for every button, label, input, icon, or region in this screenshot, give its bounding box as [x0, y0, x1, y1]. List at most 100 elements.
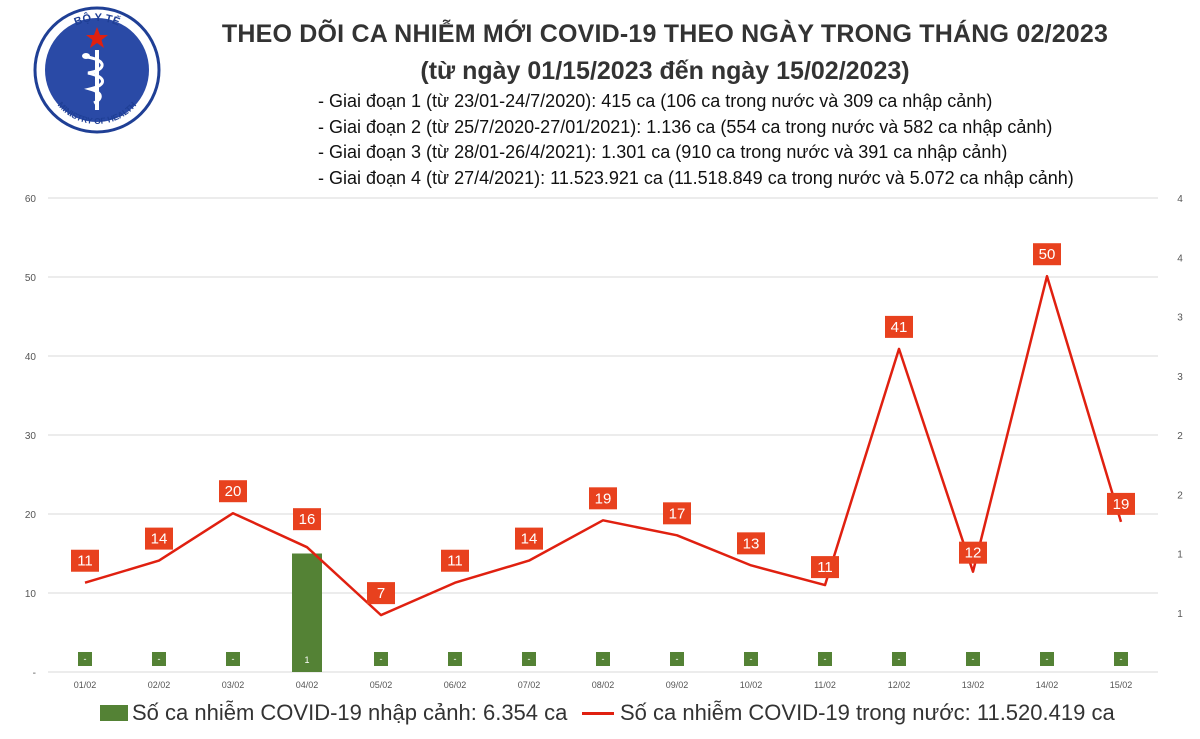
import-bar-marker: [78, 652, 92, 666]
x-tick-label: 07/02: [518, 680, 541, 690]
legend-import-label: Số ca nhiễm COVID-19 nhập cảnh: 6.354 ca: [132, 700, 568, 725]
legend-bar-swatch: [100, 705, 128, 721]
x-tick-label: 06/02: [444, 680, 467, 690]
data-label: 19: [595, 490, 612, 507]
import-bar-marker: [670, 652, 684, 666]
phase-item-4: - Giai đoạn 4 (từ 27/4/2021): 11.523.921…: [318, 167, 1074, 188]
legend-item-domestic: Số ca nhiễm COVID-19 trong nước: 11.520.…: [582, 700, 1115, 726]
data-label-box: [1107, 492, 1135, 515]
ministry-of-health-logo: BỘ Y TẾ MINISTRY OF HEALTH: [33, 6, 161, 134]
x-tick-label: 05/02: [370, 680, 393, 690]
data-label-box: [959, 541, 987, 564]
phase-summary-list: - Giai đoạn 1 (từ 23/01-24/7/2020): 415 …: [318, 89, 1074, 191]
y-right-tick-label: 4: [1177, 194, 1183, 205]
data-label-box: [1033, 243, 1061, 266]
import-bar-label: -: [602, 654, 605, 664]
y-left-tick-label: 10: [25, 589, 37, 600]
chart-title: THEO DÕI CA NHIỄM MỚI COVID-19 THEO NGÀY…: [221, 20, 1109, 48]
data-label-box: [293, 508, 321, 531]
y-left-tick-label: 60: [25, 194, 37, 205]
data-label: 13: [743, 535, 760, 552]
import-bar-marker: [522, 652, 536, 666]
import-bar-label: -: [528, 654, 531, 664]
domestic-cases-line: [84, 274, 1123, 617]
data-label: 17: [669, 505, 686, 522]
import-bar-marker: [966, 652, 980, 666]
import-bar-label: -: [898, 654, 901, 664]
y-right-tick-label: 4: [1177, 253, 1183, 264]
import-bar-label: -: [454, 654, 457, 664]
chart-subtitle: (từ ngày 01/15/2023 đến ngày 15/02/2023): [420, 57, 910, 85]
import-bar-label: -: [84, 654, 87, 664]
data-label: 50: [1039, 246, 1056, 263]
import-bar-label: -: [676, 654, 679, 664]
x-tick-label: 03/02: [222, 680, 245, 690]
import-bar-marker: [892, 652, 906, 666]
data-label: 19: [1113, 496, 1130, 513]
y-left-tick-label: 40: [25, 352, 37, 363]
import-bar-label: -: [1046, 654, 1049, 664]
y-right-tick-label: 1: [1177, 609, 1183, 620]
data-label: 11: [77, 553, 93, 570]
import-bar-label: -: [972, 654, 975, 664]
import-bar-label: -: [824, 654, 827, 664]
y-right-tick-label: 3: [1177, 313, 1183, 324]
data-label: 41: [891, 319, 908, 336]
import-bar-marker: [596, 652, 610, 666]
data-label-box: [885, 315, 913, 338]
import-bar: [292, 553, 322, 672]
import-bar-marker: [744, 652, 758, 666]
import-bar-label: -: [1120, 654, 1123, 664]
import-bar-marker: [226, 652, 240, 666]
data-label-box: [515, 527, 543, 550]
y-left-tick-label: -: [33, 668, 36, 679]
y-left-tick-label: 30: [25, 431, 37, 442]
y-right-tick-label: 3: [1177, 372, 1183, 383]
phase-item-2: - Giai đoạn 2 (từ 25/7/2020-27/01/2021):…: [318, 116, 1053, 137]
x-tick-label: 14/02: [1036, 680, 1059, 690]
legend-line-swatch: [582, 711, 614, 715]
data-label-box: [145, 527, 173, 550]
legend-item-import: Số ca nhiễm COVID-19 nhập cảnh: 6.354 ca: [100, 700, 567, 726]
x-tick-label: 11/02: [814, 680, 836, 690]
x-tick-label: 15/02: [1110, 680, 1133, 690]
import-bar-label: -: [380, 654, 383, 664]
x-tick-label: 12/02: [888, 680, 911, 690]
data-label: 20: [225, 483, 242, 500]
y-right-tick-label: 1: [1177, 550, 1183, 561]
phase-item-3: - Giai đoạn 3 (từ 28/01-26/4/2021): 1.30…: [318, 142, 1008, 162]
data-label: 16: [299, 511, 316, 528]
import-bar-marker: [374, 652, 388, 666]
data-label: 11: [817, 559, 833, 576]
svg-text:BỘ Y TẾ: BỘ Y TẾ: [73, 11, 122, 28]
legend-domestic-label: Số ca nhiễm COVID-19 trong nước: 11.520.…: [620, 700, 1115, 725]
x-tick-label: 02/02: [148, 680, 171, 690]
data-label: 14: [521, 531, 538, 548]
y-left-tick-label: 20: [25, 510, 37, 521]
data-label-box: [589, 487, 617, 510]
data-label-box: [219, 480, 247, 503]
import-bar-marker: [448, 652, 462, 666]
import-bar-label: 1: [304, 655, 309, 665]
data-label: 11: [447, 553, 463, 570]
import-bar-marker: [818, 652, 832, 666]
x-tick-label: 08/02: [592, 680, 615, 690]
y-left-tick-label: 50: [25, 273, 37, 284]
import-bar-marker: [1114, 652, 1128, 666]
logo-text-top: BỘ Y TẾ: [73, 11, 122, 28]
data-label: 14: [151, 531, 168, 548]
data-label: 12: [965, 545, 982, 562]
import-bar-marker: [152, 652, 166, 666]
data-label-box: [367, 582, 395, 605]
chart-legend: Số ca nhiễm COVID-19 nhập cảnh: 6.354 ca…: [0, 700, 1200, 736]
y-right-tick-label: 2: [1177, 431, 1183, 442]
data-label-box: [811, 556, 839, 579]
data-label: 7: [377, 585, 385, 602]
data-label-box: [441, 549, 469, 572]
import-bar-label: -: [232, 654, 235, 664]
import-bar-label: -: [750, 654, 753, 664]
x-tick-label: 13/02: [962, 680, 985, 690]
x-tick-label: 04/02: [296, 680, 319, 690]
import-bar-label: -: [158, 654, 161, 664]
